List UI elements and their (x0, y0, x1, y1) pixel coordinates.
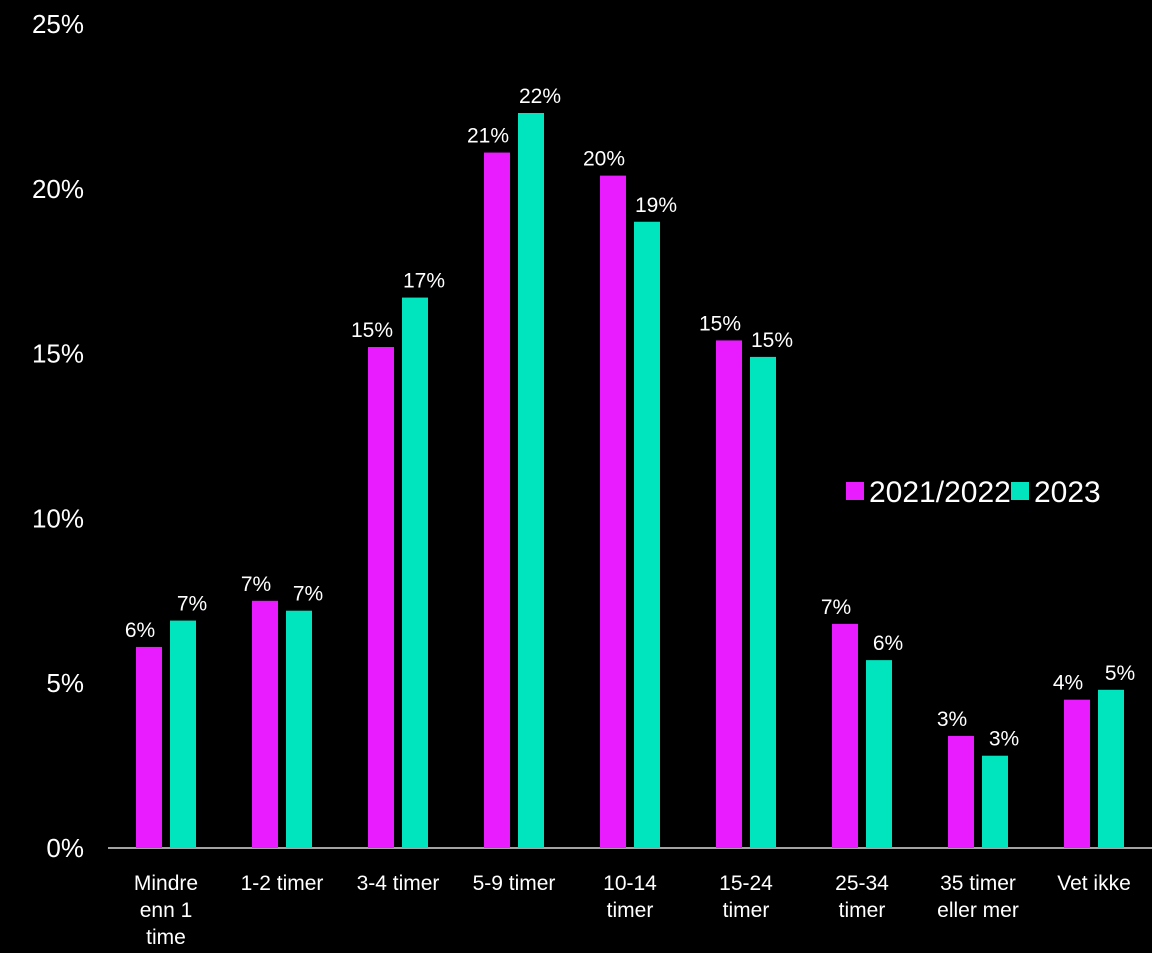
y-tick-label: 15% (32, 339, 84, 369)
legend-label: 2021/2022 (869, 476, 1011, 509)
bar-series2 (750, 356, 776, 848)
y-tick-label: 0% (46, 833, 84, 863)
bar-series2 (518, 112, 544, 848)
x-tick-label: 3-4 timer (357, 872, 440, 895)
bar-series2 (866, 660, 892, 848)
data-label: 7% (821, 596, 851, 619)
bar-series2 (286, 610, 312, 848)
bar-series1 (832, 623, 858, 848)
bar-series1 (948, 735, 974, 848)
data-label: 22% (519, 85, 561, 108)
bars (136, 112, 1124, 849)
data-label: 4% (1053, 672, 1083, 695)
data-label: 21% (467, 125, 509, 148)
bar-series2 (634, 221, 660, 848)
legend-swatch (846, 482, 864, 500)
bar-series1 (1064, 699, 1090, 848)
data-labels: 6% 7% 7% 7% 15% 17% 21% 22% 20% 19% 15% 15% 7% 6% 3% 3%… (125, 85, 1135, 751)
bar-series2 (170, 620, 196, 848)
y-tick-label: 20% (32, 174, 84, 204)
data-label: 3% (989, 728, 1019, 751)
x-tick-label: Mindre enn 1 time (134, 872, 198, 949)
bar-series1 (484, 152, 510, 848)
x-tick-label: 25-34 timer (835, 872, 889, 922)
x-tick-label: 35 timer eller mer (937, 872, 1019, 922)
legend: 2021/2022 2023 (846, 476, 1101, 509)
bar-series1 (600, 175, 626, 849)
x-tick-label: 1-2 timer (241, 872, 324, 895)
x-tick-label: Vet ikke (1057, 872, 1131, 895)
data-label: 6% (873, 632, 903, 655)
legend-label: 2023 (1034, 476, 1101, 509)
legend-swatch (1011, 482, 1029, 500)
bar-series2 (982, 755, 1008, 848)
y-tick-label: 25% (32, 9, 84, 39)
data-label: 15% (699, 312, 741, 335)
y-tick-label: 10% (32, 503, 84, 533)
data-label: 6% (125, 619, 155, 642)
x-axis: Mindre enn 1 time 1-2 timer 3-4 timer 5-9 tim… (134, 872, 1131, 949)
data-label: 19% (635, 194, 677, 217)
data-label: 7% (177, 593, 207, 616)
bar-series2 (1098, 689, 1124, 848)
y-axis: 0% 5% 10% 15% 20% 25% (32, 9, 84, 863)
bar-series1 (136, 646, 162, 848)
data-label: 5% (1105, 662, 1135, 685)
x-tick-label: 5-9 timer (473, 872, 556, 895)
x-tick-label: 15-24 timer (719, 872, 773, 922)
data-label: 20% (583, 148, 625, 171)
bar-series1 (716, 340, 742, 848)
bar-series1 (252, 600, 278, 848)
bar-series1 (368, 347, 394, 848)
data-label: 3% (937, 708, 967, 731)
data-label: 15% (751, 329, 793, 352)
bar-series2 (402, 297, 428, 848)
data-label: 15% (351, 319, 393, 342)
data-label: 7% (293, 583, 323, 606)
data-label: 17% (403, 270, 445, 293)
data-label: 7% (241, 573, 271, 596)
y-tick-label: 5% (46, 668, 84, 698)
x-tick-label: 10-14 timer (603, 872, 657, 922)
